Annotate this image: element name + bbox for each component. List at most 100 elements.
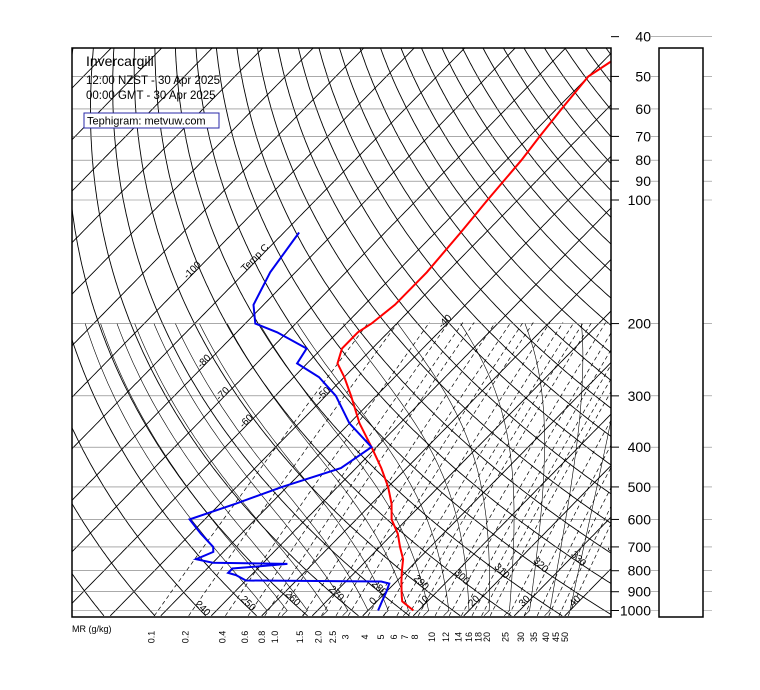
isotherm-label: -50	[315, 385, 333, 403]
theta-label: 270	[326, 584, 346, 604]
pressure-tick-label: 600	[628, 511, 652, 527]
saturated-adiabat-line	[342, 323, 470, 617]
pressure-tick-label: 50	[635, 68, 651, 84]
mixing-ratio-line	[247, 322, 449, 616]
local-time: 12:00 NZST - 30 Apr 2025	[86, 75, 220, 87]
isotherm-label: -10	[0, 0, 8, 3]
mixing-ratio-line	[396, 322, 575, 616]
saturated-adiabat-line	[116, 323, 308, 617]
mr-tick-label: 0.6	[240, 631, 250, 644]
mixing-ratio-line	[536, 466, 611, 616]
mr-tick-label: 14	[453, 632, 463, 642]
mixing-ratio-line	[264, 322, 464, 616]
mr-tick-label: 0.8	[257, 631, 267, 644]
mixing-ratio-line	[407, 322, 584, 616]
mr-tick-label: 12	[441, 632, 451, 642]
dry-adiabat-line	[72, 426, 207, 617]
isobars	[72, 76, 611, 611]
saturated-adiabat-line	[175, 323, 369, 617]
mr-tick-label: 50	[560, 632, 570, 642]
mr-tick-label: 20	[482, 632, 492, 642]
mixing-ratio-line	[367, 322, 551, 616]
pressure-tick-label: 80	[635, 152, 651, 168]
mixing-ratio-line	[321, 322, 511, 616]
mixing-ratio-line	[335, 322, 524, 616]
isotherm-label: -70	[214, 385, 232, 403]
dry-adiabat-line	[400, 48, 611, 326]
theta-label: 310	[492, 562, 512, 582]
dry-adiabat-line	[523, 48, 611, 165]
dry-adiabat-line	[318, 48, 611, 437]
isotherm-line	[72, 48, 415, 398]
dry-adiabat-line	[502, 48, 611, 192]
mr-tick-label: 35	[529, 632, 539, 642]
dry-adiabat-line	[256, 48, 611, 524]
mr-tick-label: 0.1	[146, 631, 156, 644]
dry-adiabat-line	[277, 48, 611, 495]
mr-tick-label: 4	[360, 634, 370, 639]
dry-adiabat-line	[0, 28, 2, 615]
isotherm-line	[72, 48, 365, 347]
mr-tick-label: 3	[340, 634, 350, 639]
mr-tick-label: 10	[427, 632, 437, 642]
dry-adiabat-line	[215, 48, 611, 584]
dry-adiabat-line	[380, 48, 611, 354]
mr-tick-label: 30	[516, 632, 526, 642]
theta-label: 370	[707, 522, 727, 542]
saturated-adiabat-line	[199, 323, 389, 617]
saturated-adiabat-line	[259, 323, 429, 617]
mixing-ratio-line	[417, 322, 592, 616]
theta-label: 380	[739, 514, 759, 534]
side-panel	[658, 47, 704, 618]
saturated-adiabat-line	[544, 323, 584, 617]
saturated-adiabat-line	[100, 323, 288, 617]
saturated-adiabat-line	[564, 418, 611, 617]
mixing-ratio-line	[188, 322, 399, 616]
isotherm-label: -20	[0, 0, 8, 3]
mr-tick-label: 7	[400, 634, 410, 639]
pressure-tick-label: 60	[635, 101, 651, 117]
mr-axis-label: MR (g/kg)	[72, 624, 112, 634]
mixing-ratio-line	[277, 322, 475, 616]
mr-tick-label: 2.5	[328, 631, 338, 644]
isotherm-line	[109, 104, 611, 617]
pressure-tick-label: 500	[628, 479, 652, 495]
dry-adiabat-line	[461, 48, 611, 245]
isotherm-line	[72, 48, 567, 553]
mixing-ratio-line	[434, 322, 606, 616]
isotherm-label: -60	[238, 412, 256, 430]
dry-adiabat-line	[482, 48, 611, 218]
theta-label: 290	[411, 573, 431, 593]
saturated-adiabat-line	[397, 323, 490, 617]
mr-tick-label: 18	[474, 632, 484, 642]
dry-adiabat-line	[731, 28, 760, 615]
saturated-adiabat-line	[524, 323, 545, 617]
pressure-axis: 40 50 60 70 80 90 100 200 300 400 500 600 700 800 900 1…	[611, 29, 712, 619]
dry-adiabat-line	[0, 28, 53, 615]
saturated-adiabat-line	[297, 323, 450, 617]
isotherm-line	[210, 207, 611, 617]
isotherm-label: -100	[182, 259, 204, 281]
mr-tick-label: 16	[464, 632, 474, 642]
mr-tick-label: 1.0	[270, 631, 280, 644]
mr-tick-label: 45	[551, 632, 561, 642]
theta-label: 330	[568, 549, 588, 569]
isotherm-line	[72, 48, 466, 450]
mr-tick-label: 6	[389, 634, 399, 639]
mixing-ratio-line	[508, 419, 611, 616]
pressure-tick-label: 200	[628, 316, 652, 332]
mr-tick-label: 2.0	[313, 631, 323, 644]
theta-label: 250	[238, 594, 258, 614]
dry-adiabat-line	[751, 28, 760, 615]
isotherm-line	[72, 48, 314, 295]
isotherm-axis-title: Temp C	[239, 242, 271, 274]
isotherm-line	[72, 52, 611, 604]
credit-box	[83, 112, 220, 129]
pressure-tick-label: 70	[635, 128, 651, 144]
isotherm-line	[362, 361, 611, 617]
saturated-adiabat-line	[153, 323, 349, 617]
theta-label: 240	[193, 599, 213, 619]
pressure-tick-label: 1000	[620, 603, 651, 619]
isotherm-label: 30	[517, 593, 533, 609]
mixing-ratio-line	[383, 322, 564, 616]
